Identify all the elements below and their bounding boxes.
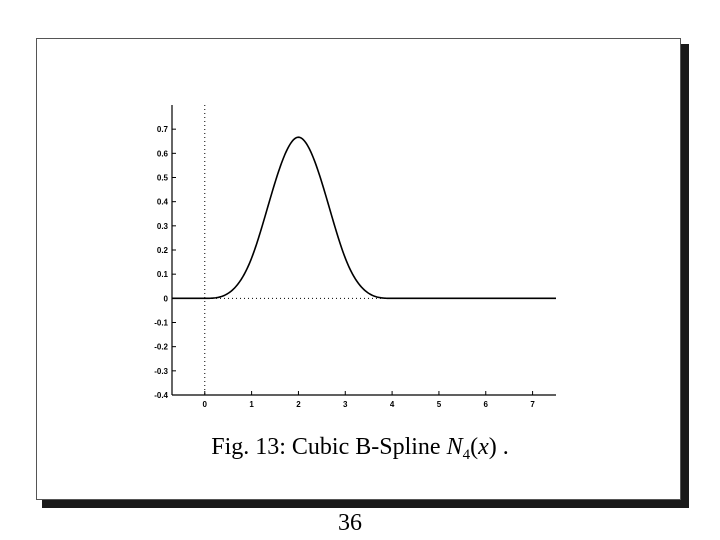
- x-tick-label: 0: [203, 400, 208, 409]
- page-number: 36: [338, 510, 362, 536]
- figure-caption: Fig. 13: Cubic B-Spline N4(x) .: [0, 434, 720, 464]
- caption-paren-close: ): [488, 434, 497, 460]
- y-tick-label: 0.5: [157, 174, 169, 183]
- caption-subscript: 4: [462, 447, 471, 463]
- caption-paren-open: (: [470, 434, 479, 460]
- caption-suffix: .: [496, 434, 509, 460]
- y-tick-label: -0.2: [154, 343, 168, 352]
- y-tick-label: -0.1: [154, 319, 168, 328]
- caption-prefix: Fig. 13: Cubic B-Spline: [211, 434, 447, 460]
- x-tick-label: 1: [249, 400, 254, 409]
- y-tick-label: 0.3: [157, 222, 169, 231]
- y-tick-label: 0.6: [157, 149, 169, 158]
- y-tick-label: 0: [164, 294, 169, 303]
- y-tick-label: 0.2: [157, 246, 169, 255]
- caption-arg: x: [478, 434, 489, 460]
- y-tick-label: 0.7: [157, 125, 169, 134]
- x-tick-label: 2: [296, 400, 301, 409]
- x-tick-label: 4: [390, 400, 395, 409]
- y-tick-label: 0.1: [157, 270, 169, 279]
- x-tick-label: 7: [530, 400, 535, 409]
- x-tick-label: 5: [437, 400, 442, 409]
- x-tick-label: 6: [484, 400, 489, 409]
- slide-frame: [36, 38, 681, 500]
- y-tick-label: 0.4: [157, 198, 169, 207]
- y-tick-label: -0.4: [154, 391, 168, 400]
- y-tick-label: -0.3: [154, 367, 168, 376]
- series-line-n4: [172, 136, 556, 300]
- x-tick-label: 3: [343, 400, 348, 409]
- caption-symbol: N: [446, 434, 463, 460]
